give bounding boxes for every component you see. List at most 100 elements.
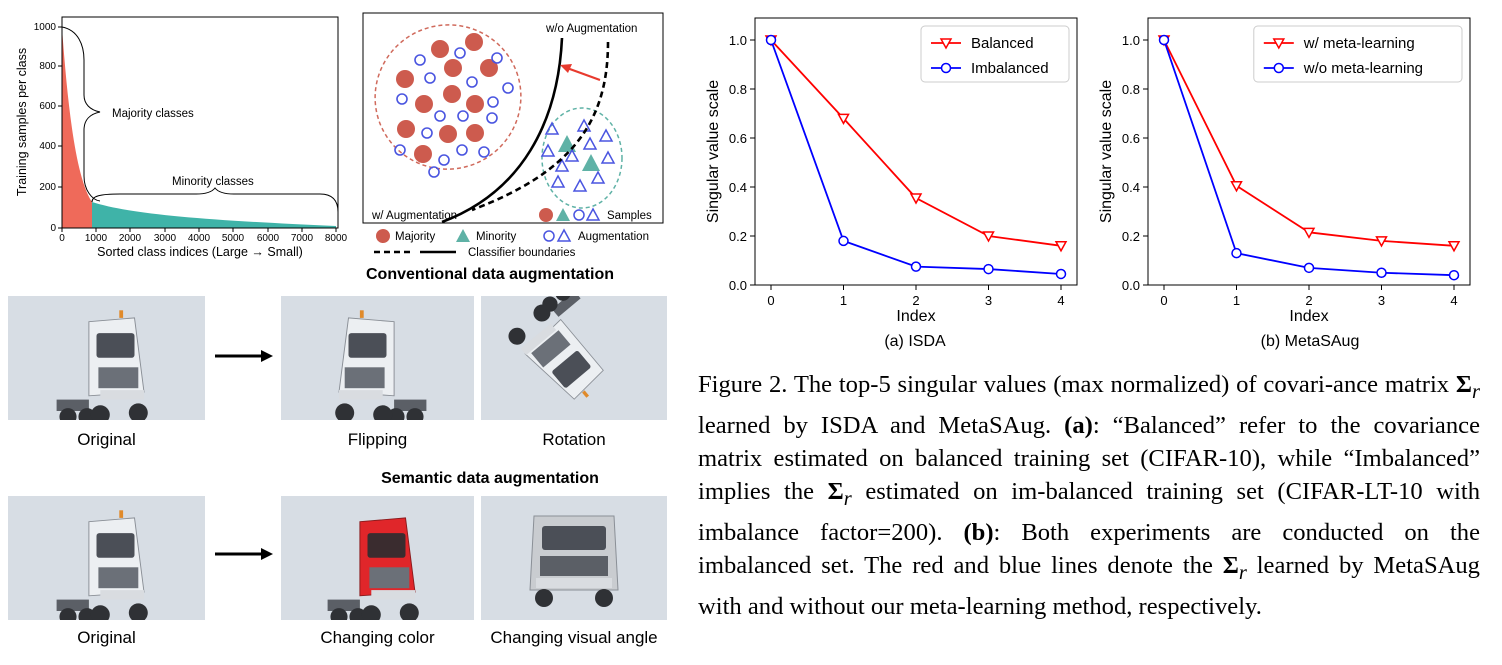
samples-label: Samples [607, 210, 652, 222]
arrow-icon [215, 548, 273, 560]
y-axis-label: Singular value scale [705, 80, 722, 223]
minority-augmented-samples [540, 118, 616, 192]
caption-changing-color: Changing color [320, 628, 435, 647]
subcaption-b: (b) MetaSAug [1260, 333, 1360, 350]
majority-samples [396, 33, 498, 163]
conventional-title: Conventional data augmentation [365, 266, 614, 283]
legend-marker [940, 62, 952, 74]
x-tick-label: 1 [1233, 293, 1240, 308]
legend-marker [939, 38, 953, 50]
minority-annotation: Minority classes [172, 176, 254, 188]
x-axis-label: Index [1289, 308, 1328, 325]
y-tick-label: 0.8 [1122, 82, 1140, 97]
data-point [1231, 247, 1242, 259]
data-point [837, 113, 850, 125]
figure-caption: Figure 2. The top-5 singular values (max… [698, 371, 1481, 620]
caption-a-label: (a) [1064, 411, 1093, 439]
ytick: 800 [39, 61, 56, 72]
sigma-symbol: Σ [1455, 371, 1472, 398]
legend-minority: Minority [476, 231, 517, 243]
legend-marker [1272, 38, 1286, 50]
y-tick-label: 0.6 [1122, 131, 1140, 146]
boundary-with-aug [441, 37, 564, 224]
classifier-boundary-diagram: w/o Augmentation w/ Augmentation Samples… [362, 12, 664, 243]
majority-brace [61, 26, 101, 202]
y-tick-label: 1.0 [1122, 33, 1140, 48]
caption-text-3: : “Balanced” refer to the covariance mat… [698, 411, 1480, 505]
x-axis-label: Sorted class indices (Large → Small) [97, 245, 303, 259]
y-axis-label: Singular value scale [1098, 80, 1115, 223]
semantic-title: Semantic data augmentation [381, 470, 599, 487]
class-distribution-chart: 0 200 400 600 800 1000 0 1000 2000 3000 … [15, 16, 348, 259]
caption-text-6: learned by MetaSAug with and without our… [698, 551, 1480, 620]
xtick: 7000 [291, 233, 314, 244]
legend-augmentation: Augmentation [578, 231, 649, 243]
truck-image [56, 309, 149, 420]
data-point [1376, 267, 1387, 278]
y-tick-label: 0.2 [729, 229, 747, 244]
majority-augmented-samples [394, 47, 514, 178]
y-tick-label: 0.4 [1122, 180, 1140, 195]
data-point [1055, 268, 1067, 280]
subcaption-a: (a) ISDA [884, 333, 946, 350]
chart-metasaug: 0.0 0.2 0.4 0.6 0.8 1.0 0 1 2 3 4 Index Singular val… [1098, 17, 1471, 325]
xtick: 5000 [222, 233, 245, 244]
chart-isda: 0.0 0.2 0.4 0.6 0.8 1.0 0 1 2 3 4 Index Singular val… [705, 17, 1078, 325]
x-axis-label: Index [896, 308, 935, 325]
x-tick-label: 2 [912, 293, 919, 308]
y-tick-label: 0.4 [729, 180, 747, 195]
x-tick-label: 1 [840, 293, 847, 308]
data-point [1448, 269, 1460, 281]
caption-original-1: Original [77, 430, 136, 449]
data-point [909, 193, 923, 205]
legend-label: Imbalanced [971, 60, 1049, 77]
data-point [983, 263, 994, 275]
caption-text-2: learned by ISDA and MetaSAug. [698, 411, 1052, 439]
ytick: 0 [50, 223, 56, 234]
majority-annotation: Majority classes [112, 108, 194, 120]
legend-label: w/ meta-learning [1303, 35, 1415, 52]
truck-image [56, 509, 149, 620]
y-tick-label: 0.8 [729, 82, 747, 97]
data-point [1375, 236, 1388, 248]
legend-label: Balanced [971, 35, 1034, 52]
wo-augmentation-label: w/o Augmentation [545, 23, 637, 35]
y-tick-label: 0.0 [1122, 278, 1140, 293]
image-changing-visual-angle [481, 496, 667, 620]
data-point [1302, 227, 1316, 239]
xtick: 6000 [257, 233, 280, 244]
data-point [838, 235, 849, 247]
image-original-conventional [8, 296, 205, 420]
arrow-icon [215, 350, 273, 362]
data-point [982, 231, 995, 243]
y-tick-label: 0.0 [729, 278, 747, 293]
caption-text-4: estimated on im-balanced training set (C… [698, 477, 1481, 546]
xtick: 1000 [85, 233, 108, 244]
y-axis-label: Training samples per class [15, 48, 29, 196]
caption-label: Figure 2. [698, 371, 788, 398]
legend-label: w/o meta-learning [1303, 60, 1423, 77]
truck-image-front [529, 515, 619, 607]
legend-boundaries: Classifier boundaries [468, 247, 576, 259]
xtick: 8000 [325, 233, 348, 244]
data-point [1158, 34, 1170, 46]
x-tick-label: 0 [767, 293, 774, 308]
truck-image-flipped [334, 309, 427, 420]
caption-text-5: : Both experiments are conducted on the … [698, 518, 1480, 579]
xtick: 4000 [188, 233, 211, 244]
x-tick-label: 4 [1057, 293, 1064, 308]
minority-brace [91, 187, 339, 213]
xtick: 2000 [119, 233, 142, 244]
caption-b-label: (b) [963, 518, 994, 546]
legend-majority: Majority [395, 231, 436, 243]
w-augmentation-label: w/ Augmentation [371, 210, 457, 222]
xtick: 3000 [154, 233, 177, 244]
boundary-without-aug [471, 41, 610, 212]
boundary-legend-row: Classifier boundaries [374, 247, 576, 259]
legend-box [1253, 25, 1463, 83]
truck-image-red [327, 517, 419, 620]
image-rotation [481, 296, 667, 420]
caption-original-2: Original [77, 628, 136, 647]
x-tick-label: 3 [985, 293, 992, 308]
minority-area [92, 202, 336, 228]
